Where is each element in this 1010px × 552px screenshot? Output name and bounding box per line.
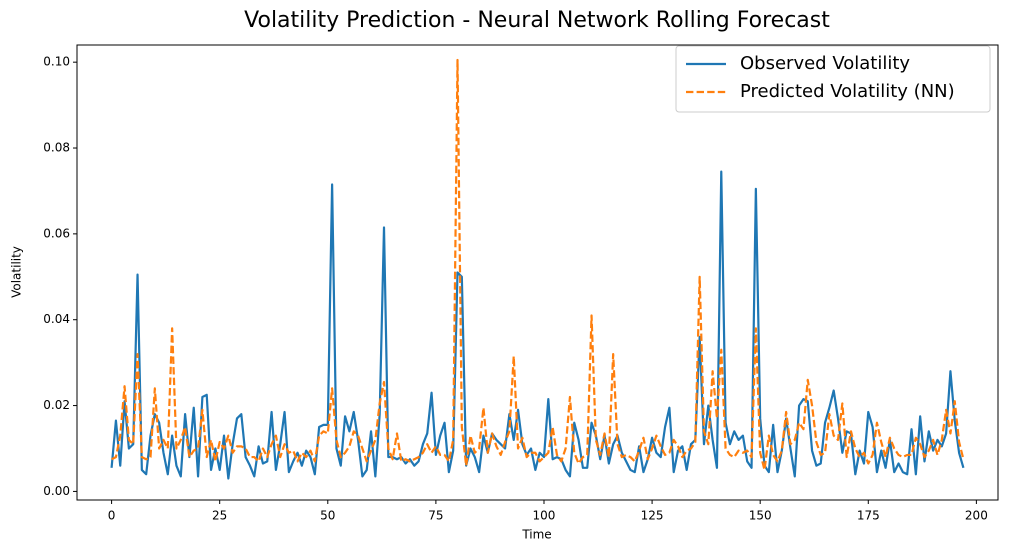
chart-title: Volatility Prediction - Neural Network R…	[244, 8, 830, 33]
x-tick-label: 125	[641, 509, 664, 523]
series-line	[110, 170, 965, 480]
legend-label: Predicted Volatility (NN)	[740, 81, 955, 102]
y-tick-label: 0.00	[43, 484, 70, 498]
x-tick-label: 25	[212, 509, 227, 523]
x-tick-label: 175	[857, 509, 880, 523]
y-tick-label: 0.04	[43, 312, 70, 326]
x-axis-label: Time	[521, 528, 551, 542]
x-tick-label: 50	[320, 509, 335, 523]
legend-label: Observed Volatility	[740, 53, 910, 74]
plot-frame	[76, 44, 999, 501]
x-tick-label: 0	[108, 509, 116, 523]
series-line	[111, 58, 965, 472]
legend: Observed Volatility Predicted Volatility …	[675, 45, 991, 113]
x-tick-label: 200	[965, 509, 988, 523]
x-tick-label: 150	[749, 509, 772, 523]
y-tick-label: 0.08	[43, 141, 70, 155]
x-tick-label: 75	[428, 509, 443, 523]
y-tick-label: 0.06	[43, 226, 70, 240]
x-tick-label: 100	[533, 509, 556, 523]
y-tick-label: 0.02	[43, 398, 70, 412]
legend-box	[675, 45, 991, 113]
y-axis-label: Volatility	[10, 246, 24, 298]
y-tick-label: 0.10	[43, 55, 70, 69]
